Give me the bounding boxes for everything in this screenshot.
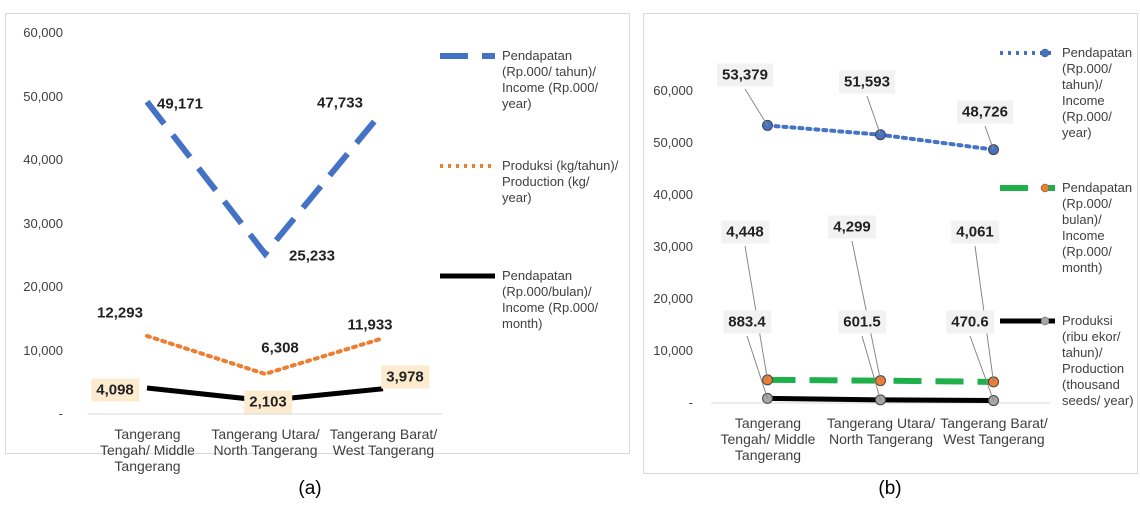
leader-line xyxy=(969,335,994,401)
y-tick-label: 60,000 xyxy=(653,83,693,98)
value-label: 11,933 xyxy=(347,316,393,334)
value-label: 47,733 xyxy=(317,94,363,112)
leader-line xyxy=(866,95,881,135)
x-tick-label: Tangerang Barat/ West Tangerang xyxy=(329,426,438,458)
legend-label: Pendapatan (Rp.000/ bulan)/ Income (Rp.0… xyxy=(1062,180,1133,275)
y-tick-label: - xyxy=(688,395,693,410)
value-label: 51,593 xyxy=(839,70,895,94)
y-tick-label: 30,000 xyxy=(23,215,63,231)
x-tick-label: Tangerang Tengah/ Middle Tangerang xyxy=(720,415,816,463)
y-tick-label: 10,000 xyxy=(653,343,693,358)
value-label: 12,293 xyxy=(97,304,143,322)
value-label: 6,308 xyxy=(261,339,299,357)
y-tick-label: 20,000 xyxy=(653,291,693,306)
y-tick-label: 10,000 xyxy=(23,342,63,358)
series-line xyxy=(145,333,385,377)
legend-marker xyxy=(1040,48,1050,58)
legend-marker xyxy=(1040,316,1050,326)
value-label: 601.5 xyxy=(838,310,886,334)
value-label: 25,233 xyxy=(289,247,335,265)
leader-line xyxy=(744,88,768,126)
leader-line xyxy=(746,335,768,399)
y-tick-label: - xyxy=(58,406,63,421)
legend-label: Pendapatan (Rp.000/bulan)/ Income (Rp.00… xyxy=(502,268,599,331)
leader-line xyxy=(984,125,994,150)
y-tick-label: 50,000 xyxy=(23,88,63,104)
value-label: 3,978 xyxy=(381,365,429,389)
y-tick-label: 40,000 xyxy=(23,152,63,167)
caption: (b) xyxy=(878,478,902,499)
x-tick-label: Tangerang Utara/ North Tangerang xyxy=(211,426,320,458)
y-tick-label: 30,000 xyxy=(653,239,693,254)
y-tick-label: 50,000 xyxy=(653,135,693,150)
value-label: 470.6 xyxy=(946,310,994,334)
value-label: 4,098 xyxy=(91,378,139,402)
x-tick-label: Tangerang Barat/ West Tangerang xyxy=(940,415,1048,447)
value-label: 53,379 xyxy=(717,63,773,87)
legend-label: Pendapatan (Rp.000/ tahun)/ Income (Rp.0… xyxy=(1062,45,1133,140)
panel-b-frame xyxy=(643,13,1138,474)
legend-marker xyxy=(1040,183,1050,193)
x-tick-label: Tangerang Utara/ North Tangerang xyxy=(826,415,936,447)
value-label: 49,171 xyxy=(157,95,203,113)
caption: (a) xyxy=(298,478,322,499)
value-label: 4,299 xyxy=(828,215,876,239)
legend-label: Produksi (kg/tahun)/ Production (kg/ yea… xyxy=(502,158,619,205)
value-label: 883.4 xyxy=(723,310,771,334)
series-line xyxy=(144,99,386,259)
value-label: 48,726 xyxy=(957,100,1013,124)
leader-line xyxy=(861,335,881,401)
value-label: 4,061 xyxy=(951,220,999,244)
value-label: 4,448 xyxy=(721,220,769,244)
y-tick-label: 40,000 xyxy=(653,187,693,202)
x-tick-label: Tangerang Tengah/ Middle Tangerang xyxy=(100,426,195,474)
series-line xyxy=(767,376,994,385)
legend-label: Pendapatan (Rp.000/ tahun)/ Income (Rp.0… xyxy=(502,48,599,111)
panel-a-frame xyxy=(5,13,630,454)
y-tick-label: 60,000 xyxy=(23,25,63,40)
legend-label: Produksi (ribu ekor/ tahun)/ Production … xyxy=(1062,313,1134,408)
value-label: 2,103 xyxy=(244,390,292,414)
y-tick-label: 20,000 xyxy=(23,279,63,294)
